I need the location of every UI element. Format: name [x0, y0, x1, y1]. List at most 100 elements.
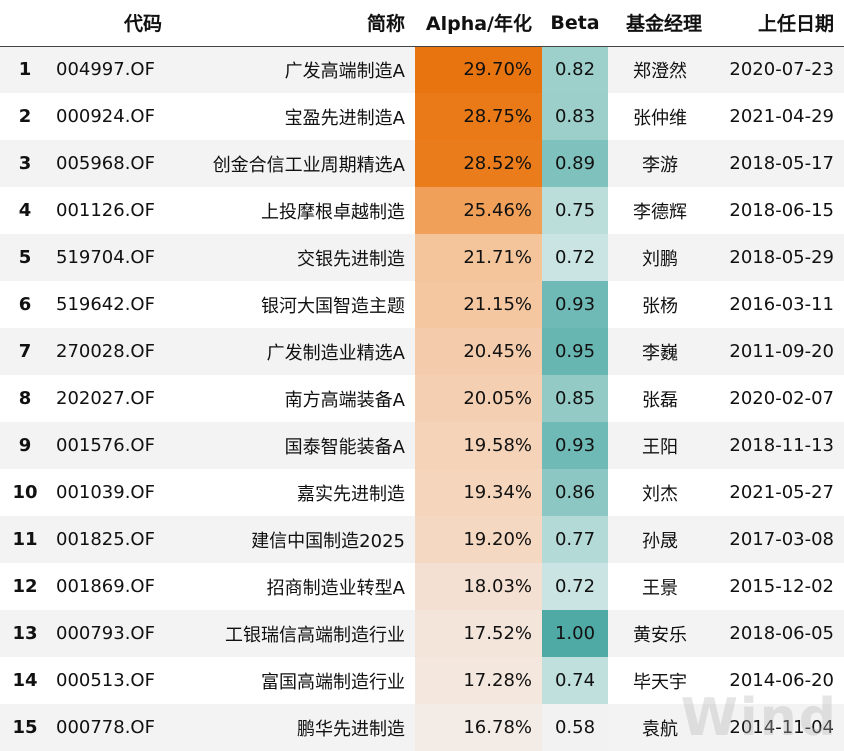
row-index: 6 — [0, 281, 50, 328]
fund-code: 001576.OF — [50, 422, 172, 469]
start-date: 2014-11-04 — [712, 704, 844, 751]
fund-name: 招商制造业转型A — [172, 563, 415, 610]
fund-manager: 张磊 — [608, 375, 712, 422]
beta-value: 0.93 — [542, 422, 608, 469]
start-date: 2015-12-02 — [712, 563, 844, 610]
table-row: 7 270028.OF 广发制造业精选A 20.45% 0.95 李巍 2011-09-20 — [0, 328, 844, 375]
start-date: 2011-09-20 — [712, 328, 844, 375]
fund-code: 001825.OF — [50, 516, 172, 563]
alpha-value: 20.05% — [415, 375, 542, 422]
table-row: 9 001576.OF 国泰智能装备A 19.58% 0.93 王阳 2018-11-13 — [0, 422, 844, 469]
table-row: 11 001825.OF 建信中国制造2025 19.20% 0.77 孙晟 2017-03… — [0, 516, 844, 563]
beta-header: Beta — [542, 0, 608, 47]
start-date: 2020-02-07 — [712, 375, 844, 422]
header-row: 代码 简称 Alpha/年化 Beta 基金经理 上任日期 — [0, 0, 844, 47]
code-header: 代码 — [50, 0, 172, 47]
row-index: 2 — [0, 93, 50, 140]
beta-value: 0.82 — [542, 46, 608, 93]
row-index: 5 — [0, 234, 50, 281]
table-row: 3 005968.OF 创金合信工业周期精选A 28.52% 0.89 李游 2018-05… — [0, 140, 844, 187]
fund-name: 工银瑞信高端制造行业 — [172, 610, 415, 657]
row-index: 9 — [0, 422, 50, 469]
beta-value: 0.74 — [542, 657, 608, 704]
beta-value: 0.58 — [542, 704, 608, 751]
fund-code: 270028.OF — [50, 328, 172, 375]
row-index: 12 — [0, 563, 50, 610]
fund-manager: 李德辉 — [608, 187, 712, 234]
beta-value: 0.95 — [542, 328, 608, 375]
row-index: 3 — [0, 140, 50, 187]
fund-manager: 李游 — [608, 140, 712, 187]
beta-value: 0.89 — [542, 140, 608, 187]
table-row: 14 000513.OF 富国高端制造行业 17.28% 0.74 毕天宇 2014-06-… — [0, 657, 844, 704]
fund-code: 519642.OF — [50, 281, 172, 328]
fund-code: 000513.OF — [50, 657, 172, 704]
fund-name: 嘉实先进制造 — [172, 469, 415, 516]
fund-manager: 郑澄然 — [608, 46, 712, 93]
fund-manager: 毕天宇 — [608, 657, 712, 704]
fund-manager: 黄安乐 — [608, 610, 712, 657]
fund-code: 000924.OF — [50, 93, 172, 140]
start-date: 2020-07-23 — [712, 46, 844, 93]
fund-code: 000793.OF — [50, 610, 172, 657]
beta-value: 0.72 — [542, 234, 608, 281]
table-row: 6 519642.OF 银河大国智造主题 21.15% 0.93 张杨 2016-03-11 — [0, 281, 844, 328]
row-index: 8 — [0, 375, 50, 422]
alpha-value: 17.52% — [415, 610, 542, 657]
alpha-value: 21.15% — [415, 281, 542, 328]
alpha-value: 19.58% — [415, 422, 542, 469]
fund-name: 广发高端制造A — [172, 46, 415, 93]
fund-code: 519704.OF — [50, 234, 172, 281]
fund-name: 建信中国制造2025 — [172, 516, 415, 563]
fund-manager: 刘鹏 — [608, 234, 712, 281]
row-index: 13 — [0, 610, 50, 657]
table-row: 8 202027.OF 南方高端装备A 20.05% 0.85 张磊 2020-02-07 — [0, 375, 844, 422]
table-row: 12 001869.OF 招商制造业转型A 18.03% 0.72 王景 2015-12-0… — [0, 563, 844, 610]
fund-manager: 张杨 — [608, 281, 712, 328]
alpha-value: 17.28% — [415, 657, 542, 704]
alpha-value: 19.34% — [415, 469, 542, 516]
table-row: 4 001126.OF 上投摩根卓越制造 25.46% 0.75 李德辉 2018-06-1… — [0, 187, 844, 234]
table-row: 1 004997.OF 广发高端制造A 29.70% 0.82 郑澄然 2020-07-23 — [0, 46, 844, 93]
alpha-value: 19.20% — [415, 516, 542, 563]
fund-manager: 王阳 — [608, 422, 712, 469]
table-row: 13 000793.OF 工银瑞信高端制造行业 17.52% 1.00 黄安乐 2018-0… — [0, 610, 844, 657]
row-index: 1 — [0, 46, 50, 93]
start-date: 2018-11-13 — [712, 422, 844, 469]
table-row: 2 000924.OF 宝盈先进制造A 28.75% 0.83 张仲维 2021-04-29 — [0, 93, 844, 140]
alpha-value: 28.52% — [415, 140, 542, 187]
row-index: 15 — [0, 704, 50, 751]
fund-code: 004997.OF — [50, 46, 172, 93]
start-date-header: 上任日期 — [712, 0, 844, 47]
manager-header: 基金经理 — [608, 0, 712, 47]
fund-manager: 孙晟 — [608, 516, 712, 563]
row-index: 7 — [0, 328, 50, 375]
beta-value: 0.77 — [542, 516, 608, 563]
fund-manager: 李巍 — [608, 328, 712, 375]
start-date: 2021-05-27 — [712, 469, 844, 516]
start-date: 2018-06-05 — [712, 610, 844, 657]
fund-name: 银河大国智造主题 — [172, 281, 415, 328]
fund-name: 宝盈先进制造A — [172, 93, 415, 140]
table-row: 10 001039.OF 嘉实先进制造 19.34% 0.86 刘杰 2021-05-27 — [0, 469, 844, 516]
fund-name: 广发制造业精选A — [172, 328, 415, 375]
alpha-header: Alpha/年化 — [415, 0, 542, 47]
start-date: 2018-05-17 — [712, 140, 844, 187]
row-index: 10 — [0, 469, 50, 516]
fund-code: 000778.OF — [50, 704, 172, 751]
fund-name: 富国高端制造行业 — [172, 657, 415, 704]
row-index: 11 — [0, 516, 50, 563]
fund-name: 南方高端装备A — [172, 375, 415, 422]
beta-value: 1.00 — [542, 610, 608, 657]
alpha-value: 29.70% — [415, 46, 542, 93]
beta-value: 0.93 — [542, 281, 608, 328]
table-row: 5 519704.OF 交银先进制造 21.71% 0.72 刘鹏 2018-05-29 — [0, 234, 844, 281]
alpha-value: 20.45% — [415, 328, 542, 375]
alpha-value: 25.46% — [415, 187, 542, 234]
fund-manager: 王景 — [608, 563, 712, 610]
fund-manager: 袁航 — [608, 704, 712, 751]
fund-manager: 刘杰 — [608, 469, 712, 516]
start-date: 2016-03-11 — [712, 281, 844, 328]
table-row: 15 000778.OF 鹏华先进制造 16.78% 0.58 袁航 2014-11-04 — [0, 704, 844, 751]
